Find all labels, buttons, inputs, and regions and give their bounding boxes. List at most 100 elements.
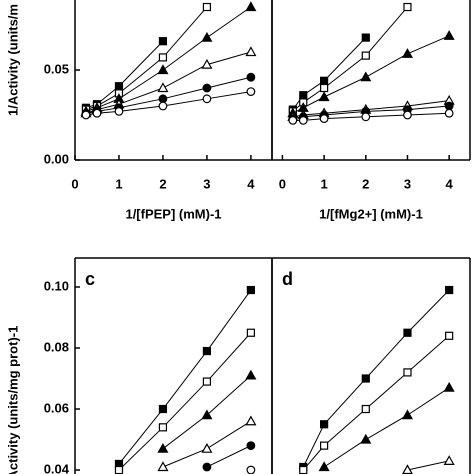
fit-line [302,335,450,471]
fit-line [206,445,252,468]
marker-square [361,33,370,42]
marker-triangle [157,442,169,453]
marker-circle [246,465,256,474]
marker-circle [202,83,212,93]
marker-circle [202,462,212,472]
panel-label: c [85,269,95,289]
marker-square [158,37,168,46]
marker-triangle [157,64,169,75]
fit-line [292,37,367,110]
marker-square [361,374,370,383]
x-tick-label: 2 [159,176,166,191]
marker-triangle [360,433,372,444]
fit-line [292,6,408,112]
marker-triangle [201,409,213,420]
marker-triangle [245,46,257,57]
marker-triangle [245,415,257,426]
marker-circle [361,112,371,122]
marker-triangle [157,82,169,93]
marker-square [361,404,370,414]
marker-square [320,441,329,450]
x-tick-label: 0 [279,176,286,191]
marker-square [246,285,255,295]
marker-triangle [401,409,413,420]
fit-line [85,51,252,114]
marker-square [158,404,168,414]
marker-square [299,465,308,474]
marker-circle [92,108,102,118]
marker-circle [246,72,256,82]
x-tick-label: 2 [362,176,369,191]
marker-triangle [245,1,257,12]
marker-triangle [201,31,213,42]
marker-circle [444,108,454,118]
marker-triangle [201,442,213,453]
y-tick-label: 0.10 [44,278,69,293]
fit-line [85,91,251,116]
fit-line [323,387,450,468]
marker-triangle [443,30,455,40]
marker-circle [158,94,168,104]
panel-label: d [282,269,293,289]
y-axis-label: 1/Activity (units/m [5,4,20,116]
marker-circle [114,107,124,116]
marker-circle [158,101,168,111]
marker-square [158,53,168,62]
marker-triangle [318,461,330,472]
y-tick-label: 0.05 [44,61,69,76]
marker-circle [202,94,212,104]
fit-line [118,289,252,465]
marker-square [320,83,329,93]
x-tick-label: 1 [320,176,327,191]
marker-triangle [318,91,330,102]
marker-triangle [360,71,372,82]
x-tick-label: 4 [446,176,454,191]
marker-triangle [401,48,413,58]
marker-triangle [245,369,257,380]
marker-square [114,465,124,474]
fit-line [85,40,164,109]
x-axis-label: 1/[fPEP] (mM)-1 [125,206,221,221]
x-tick-label: 4 [247,176,255,191]
marker-square [158,423,168,432]
fit-line [292,35,450,114]
fit-line [407,460,450,471]
marker-triangle [443,381,455,392]
marker-circle [444,101,454,111]
marker-square [202,377,212,386]
marker-triangle [157,461,169,472]
marker-circle [288,116,298,125]
marker-square [246,328,255,337]
marker-square [445,285,454,295]
x-tick-label: 1 [115,176,122,191]
fit-line [118,332,252,471]
marker-circle [319,114,329,124]
marker-square [299,91,308,100]
x-axis-label: 1/[fMg2+] (mM)-1 [319,206,423,221]
y-tick-label: 0.06 [44,400,69,415]
marker-square [202,346,212,356]
marker-square [403,2,412,12]
y-axis-label: 1/Activity (units/mg prot)-1 [5,326,20,474]
marker-triangle [443,455,455,465]
x-tick-label: 3 [203,176,210,191]
marker-circle [298,116,308,125]
marker-circle [403,110,412,120]
marker-square [403,328,412,337]
marker-square [202,2,212,12]
marker-square [320,76,329,85]
x-tick-label: 0 [71,176,78,191]
fit-line [302,289,450,468]
marker-circle [246,87,256,97]
marker-square [320,420,329,429]
x-tick-label: 3 [404,176,411,191]
marker-square [361,51,370,60]
y-tick-label: 0.08 [44,339,69,354]
marker-triangle [201,58,213,69]
marker-circle [246,441,256,451]
marker-square [445,331,454,340]
y-tick-label: 0.04 [44,461,70,474]
marker-square [403,368,412,377]
y-tick-label: 0.00 [44,151,69,166]
